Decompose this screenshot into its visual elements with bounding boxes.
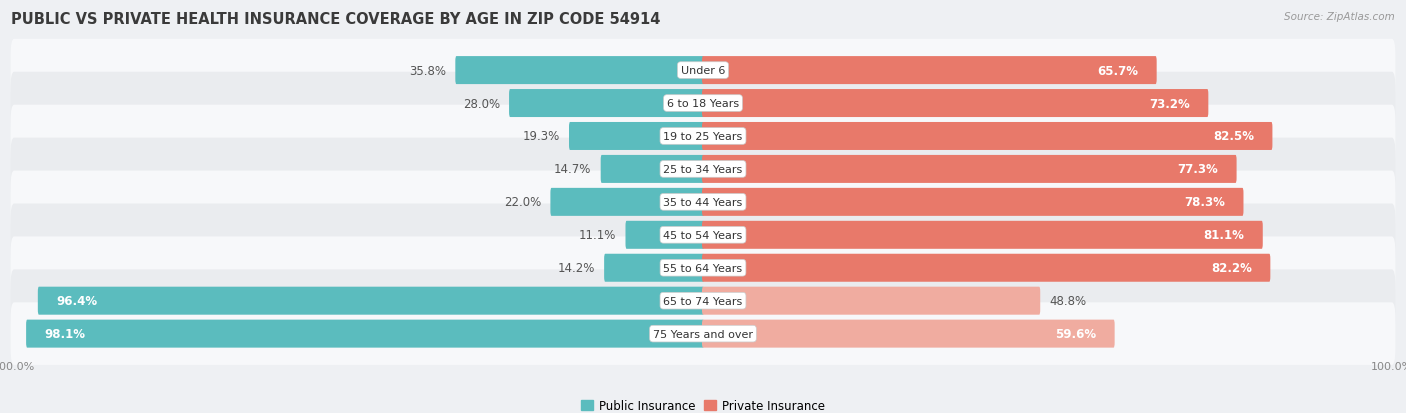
Text: 81.1%: 81.1%: [1204, 229, 1244, 242]
Text: 96.4%: 96.4%: [56, 294, 97, 307]
FancyBboxPatch shape: [702, 156, 1237, 183]
FancyBboxPatch shape: [702, 287, 1040, 315]
FancyBboxPatch shape: [11, 303, 1395, 365]
Text: 28.0%: 28.0%: [463, 97, 499, 110]
Text: 77.3%: 77.3%: [1178, 163, 1219, 176]
FancyBboxPatch shape: [702, 188, 1243, 216]
FancyBboxPatch shape: [702, 123, 1272, 151]
FancyBboxPatch shape: [27, 320, 704, 348]
Text: 73.2%: 73.2%: [1149, 97, 1189, 110]
Text: 25 to 34 Years: 25 to 34 Years: [664, 164, 742, 175]
Text: 82.2%: 82.2%: [1211, 261, 1253, 275]
FancyBboxPatch shape: [11, 40, 1395, 102]
Text: 6 to 18 Years: 6 to 18 Years: [666, 99, 740, 109]
Text: Under 6: Under 6: [681, 66, 725, 76]
FancyBboxPatch shape: [550, 188, 704, 216]
FancyBboxPatch shape: [38, 287, 704, 315]
FancyBboxPatch shape: [626, 221, 704, 249]
Text: 98.1%: 98.1%: [45, 328, 86, 340]
Text: 35 to 44 Years: 35 to 44 Years: [664, 197, 742, 207]
FancyBboxPatch shape: [702, 57, 1157, 85]
Legend: Public Insurance, Private Insurance: Public Insurance, Private Insurance: [576, 394, 830, 413]
Text: 11.1%: 11.1%: [579, 229, 616, 242]
Text: 65 to 74 Years: 65 to 74 Years: [664, 296, 742, 306]
FancyBboxPatch shape: [11, 105, 1395, 168]
Text: 82.5%: 82.5%: [1213, 130, 1254, 143]
FancyBboxPatch shape: [702, 320, 1115, 348]
FancyBboxPatch shape: [702, 90, 1208, 118]
Text: PUBLIC VS PRIVATE HEALTH INSURANCE COVERAGE BY AGE IN ZIP CODE 54914: PUBLIC VS PRIVATE HEALTH INSURANCE COVER…: [11, 12, 661, 27]
Text: Source: ZipAtlas.com: Source: ZipAtlas.com: [1284, 12, 1395, 22]
Text: 75 Years and over: 75 Years and over: [652, 329, 754, 339]
Text: 65.7%: 65.7%: [1098, 64, 1139, 77]
FancyBboxPatch shape: [11, 138, 1395, 201]
FancyBboxPatch shape: [11, 73, 1395, 135]
Text: 35.8%: 35.8%: [409, 64, 446, 77]
FancyBboxPatch shape: [702, 254, 1271, 282]
Text: 78.3%: 78.3%: [1184, 196, 1225, 209]
FancyBboxPatch shape: [509, 90, 704, 118]
FancyBboxPatch shape: [456, 57, 704, 85]
FancyBboxPatch shape: [11, 237, 1395, 299]
Text: 45 to 54 Years: 45 to 54 Years: [664, 230, 742, 240]
FancyBboxPatch shape: [11, 171, 1395, 234]
Text: 48.8%: 48.8%: [1049, 294, 1087, 307]
Text: 59.6%: 59.6%: [1056, 328, 1097, 340]
FancyBboxPatch shape: [600, 156, 704, 183]
FancyBboxPatch shape: [11, 204, 1395, 266]
FancyBboxPatch shape: [702, 221, 1263, 249]
Text: 14.2%: 14.2%: [557, 261, 595, 275]
Text: 19.3%: 19.3%: [523, 130, 560, 143]
Text: 14.7%: 14.7%: [554, 163, 592, 176]
Text: 19 to 25 Years: 19 to 25 Years: [664, 132, 742, 142]
FancyBboxPatch shape: [11, 270, 1395, 332]
Text: 22.0%: 22.0%: [503, 196, 541, 209]
FancyBboxPatch shape: [605, 254, 704, 282]
FancyBboxPatch shape: [569, 123, 704, 151]
Text: 55 to 64 Years: 55 to 64 Years: [664, 263, 742, 273]
